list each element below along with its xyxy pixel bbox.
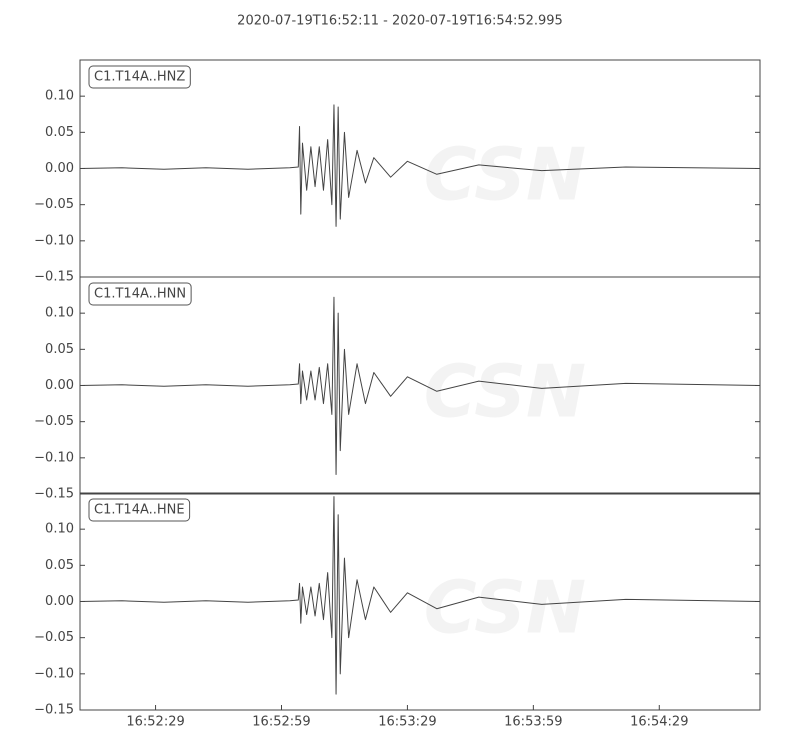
trace-label: C1.T14A..HNZ bbox=[94, 70, 185, 85]
y-tick-label: 0.10 bbox=[45, 306, 74, 321]
x-tick-label: 16:52:29 bbox=[126, 715, 184, 730]
x-tick-label: 16:53:59 bbox=[504, 715, 562, 730]
y-tick-label: −0.05 bbox=[34, 630, 74, 645]
trace bbox=[79, 296, 761, 475]
y-tick-label: −0.05 bbox=[34, 197, 74, 212]
trace-label: C1.T14A..HNE bbox=[94, 503, 185, 518]
trace bbox=[79, 496, 761, 695]
chart-title: 2020-07-19T16:52:11 - 2020-07-19T16:54:5… bbox=[237, 14, 563, 29]
y-tick-label: 0.10 bbox=[45, 522, 74, 537]
y-tick-label: −0.15 bbox=[34, 703, 74, 718]
y-tick-label: 0.00 bbox=[45, 161, 74, 176]
watermark: CSN bbox=[424, 566, 586, 650]
x-tick-label: 16:52:59 bbox=[252, 715, 310, 730]
x-tick-label: 16:54:29 bbox=[630, 715, 688, 730]
y-tick-label: 0.05 bbox=[45, 558, 74, 573]
y-tick-label: −0.15 bbox=[34, 270, 74, 285]
y-tick-label: 0.00 bbox=[45, 378, 74, 393]
y-tick-label: 0.05 bbox=[45, 342, 74, 357]
watermark: CSN bbox=[424, 350, 586, 434]
y-tick-label: 0.00 bbox=[45, 594, 74, 609]
trace-label-box bbox=[88, 282, 192, 306]
y-tick-label: 0.05 bbox=[45, 125, 74, 140]
trace-label-box bbox=[88, 498, 191, 522]
watermark: CSN bbox=[424, 133, 586, 217]
x-tick-label: 16:53:29 bbox=[378, 715, 436, 730]
y-tick-label: −0.05 bbox=[34, 414, 74, 429]
trace bbox=[79, 104, 761, 227]
y-tick-label: −0.10 bbox=[34, 450, 74, 465]
trace-label: C1.T14A..HNN bbox=[94, 287, 186, 302]
y-tick-label: −0.15 bbox=[34, 487, 74, 502]
y-tick-label: 0.10 bbox=[45, 89, 74, 104]
y-tick-label: −0.10 bbox=[34, 666, 74, 681]
y-tick-label: −0.10 bbox=[34, 233, 74, 248]
trace-label-box bbox=[88, 65, 191, 89]
